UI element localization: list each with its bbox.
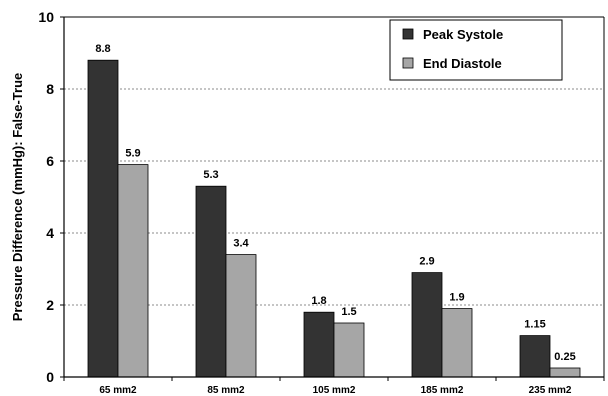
legend-swatch (402, 57, 414, 69)
data-label: 0.25 (554, 351, 575, 363)
data-label: 1.15 (524, 319, 545, 331)
legend-swatch (402, 28, 414, 40)
category-label: 105 mm2 (313, 385, 356, 396)
data-label: 5.3 (203, 169, 218, 181)
bar-peak-systole (519, 335, 551, 378)
data-label: 1.8 (311, 295, 326, 307)
bar-peak-systole (87, 59, 119, 378)
data-label: 3.4 (233, 238, 249, 250)
data-label: 1.5 (341, 306, 356, 318)
data-label: 2.9 (419, 256, 434, 268)
bar-end-diastole (441, 308, 473, 378)
axes (63, 17, 605, 378)
legend-entry: End Diastole (423, 56, 502, 71)
y-tick-label: 0 (46, 369, 54, 385)
bar-peak-systole (411, 272, 443, 378)
category-label: 65 mm2 (99, 385, 137, 396)
legend: Peak Systole End Diastole (389, 19, 563, 81)
data-label: 5.9 (125, 148, 140, 160)
data-label: 8.8 (95, 43, 110, 55)
y-axis-label: Pressure Difference (mmHg): False-True (10, 73, 25, 322)
data-labels: 8.8 5.9 5.3 3.4 1.8 1.5 2.9 1.9 1.15 0.25 (95, 43, 575, 363)
category-label: 235 mm2 (529, 385, 572, 396)
bar-peak-systole (195, 185, 227, 378)
y-tick-label: 4 (46, 225, 54, 241)
y-tick-label: 8 (46, 81, 54, 97)
data-label: 1.9 (449, 292, 464, 304)
gridlines (60, 16, 604, 378)
y-tick-label: 2 (46, 297, 54, 313)
category-label: 85 mm2 (207, 385, 245, 396)
y-tick-labels: 0 2 4 6 8 10 (38, 9, 54, 385)
bars (87, 59, 581, 378)
legend-entry: Peak Systole (423, 27, 503, 42)
bar-end-diastole (225, 254, 257, 378)
y-tick-label: 10 (38, 9, 54, 25)
legend-box (389, 19, 563, 81)
category-labels: 65 mm2 85 mm2 105 mm2 185 mm2 235 mm2 (63, 377, 605, 396)
category-label: 185 mm2 (421, 385, 464, 396)
bar-end-diastole (117, 164, 149, 378)
bar-end-diastole (333, 322, 365, 378)
y-tick-label: 6 (46, 153, 54, 169)
bar-end-diastole (549, 367, 581, 378)
bar-peak-systole (303, 311, 335, 378)
